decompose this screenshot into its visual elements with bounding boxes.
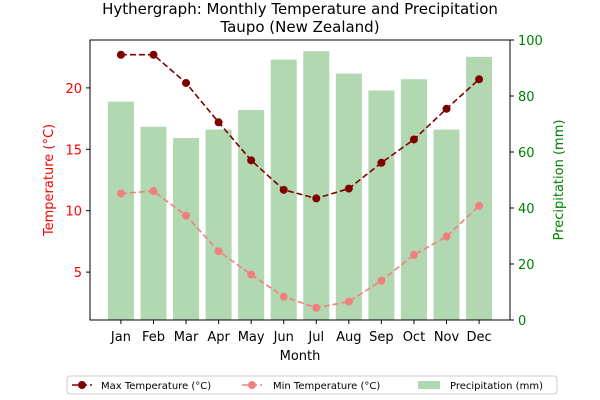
y-right-tick-label: 0 (518, 314, 526, 329)
precipitation-bar-nov (433, 129, 460, 320)
precipitation-bar-sep (368, 90, 395, 321)
max-temp-point-jun (279, 185, 288, 194)
min-temp-point-jun (279, 292, 288, 301)
x-tick-label: Mar (174, 330, 199, 345)
min-temp-point-nov (442, 232, 451, 241)
y-right-tick-label: 100 (518, 34, 543, 49)
max-temp-point-mar (182, 78, 191, 87)
max-temp-point-feb (149, 50, 158, 59)
y-left-tick-label: 15 (65, 143, 82, 158)
y-right-tick-label: 40 (518, 202, 535, 217)
precipitation-bar-jan (107, 101, 134, 320)
legend-min-temp-swatch-marker (248, 381, 256, 389)
x-tick-label: Oct (403, 330, 425, 345)
precipitation-bar-aug (335, 73, 362, 320)
chart-title: Hythergraph: Monthly Temperature and Pre… (102, 0, 498, 18)
min-temp-point-feb (149, 187, 158, 196)
min-temp-point-aug (344, 297, 353, 306)
max-temp-point-apr (214, 118, 223, 127)
x-tick-label: Aug (336, 330, 361, 345)
y-axis-right: 0 20 40 60 80 100 (510, 34, 543, 329)
legend-max-temp-label: Max Temperature (°C) (101, 381, 211, 392)
x-tick-label: Apr (207, 330, 230, 345)
max-temp-point-may (247, 156, 256, 165)
x-tick-label: Nov (434, 330, 460, 345)
chart-subtitle: Taupo (New Zealand) (219, 18, 379, 36)
x-tick-label: Sep (369, 330, 394, 345)
max-temp-point-aug (344, 184, 353, 193)
min-temp-point-jul (312, 303, 321, 312)
max-temp-line (120, 53, 480, 200)
y-axis-right-label: Precipitation (mm) (552, 120, 567, 241)
min-temp-point-oct (409, 250, 418, 259)
x-tick-label: Feb (142, 330, 165, 345)
y-left-tick-label: 20 (65, 82, 82, 97)
x-tick-label: Dec (466, 330, 491, 345)
plot-frame (89, 39, 511, 321)
min-temp-point-may (247, 270, 256, 279)
y-left-tick-label: 10 (65, 205, 82, 220)
max-temp-point-jul (312, 194, 321, 203)
y-right-tick-label: 60 (518, 146, 535, 161)
x-tick-label: Jun (273, 330, 294, 345)
min-temp-point-apr (214, 247, 223, 256)
y-axis-left-label: Temperature (°C) (42, 124, 57, 237)
legend-precipitation-swatch (418, 381, 440, 389)
x-tick-label: Jan (110, 330, 131, 345)
max-temp-point-jan (116, 50, 125, 59)
min-temp-point-sep (377, 276, 386, 285)
precipitation-bar-apr (205, 129, 232, 320)
x-axis-label: Month (280, 349, 321, 364)
x-tick-label: May (238, 330, 265, 345)
precipitation-bar-oct (400, 79, 427, 320)
y-right-tick-label: 80 (518, 90, 535, 105)
max-temp-point-dec (475, 75, 484, 84)
x-tick-label: Jul (307, 330, 324, 345)
min-temp-point-mar (182, 211, 191, 220)
legend-precipitation-label: Precipitation (mm) (450, 381, 543, 392)
y-right-tick-label: 20 (518, 258, 535, 273)
precipitation-bar-feb (140, 126, 167, 320)
min-temp-point-dec (475, 201, 484, 210)
precipitation-bar-jul (303, 51, 330, 320)
legend: Max Temperature (°C) Min Temperature (°C)… (66, 375, 558, 395)
precipitation-bars (107, 51, 493, 321)
min-temp-line (120, 190, 480, 309)
precipitation-bar-mar (173, 138, 200, 320)
max-temp-point-oct (409, 135, 418, 144)
y-left-tick-label: 5 (74, 266, 82, 281)
legend-max-temp-swatch-marker (78, 381, 86, 389)
precipitation-bar-may (238, 110, 265, 320)
precipitation-bar-dec (466, 56, 493, 321)
x-axis: Jan Feb Mar Apr May Jun Jul Aug Sep Oct Nov Dec (110, 320, 492, 345)
temperature-lines (116, 50, 484, 312)
legend-min-temp-label: Min Temperature (°C) (273, 381, 380, 392)
y-axis-left: 5 10 15 20 (65, 82, 90, 281)
max-temp-point-nov (442, 104, 451, 113)
min-temp-point-jan (116, 189, 125, 198)
max-temp-point-sep (377, 158, 386, 167)
legend-box (66, 375, 558, 395)
